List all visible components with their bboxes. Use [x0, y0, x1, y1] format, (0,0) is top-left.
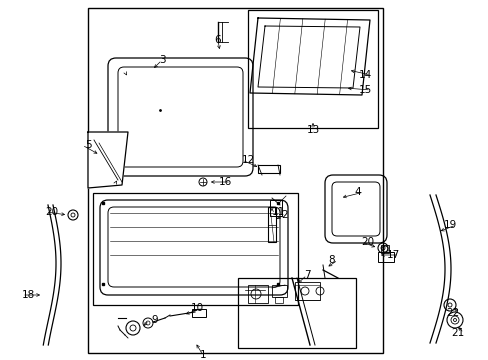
Bar — [380, 245, 388, 253]
Text: 22: 22 — [446, 308, 459, 318]
Text: 1: 1 — [199, 350, 206, 360]
Bar — [247, 285, 267, 303]
Text: 13: 13 — [306, 125, 319, 135]
Text: 11: 11 — [271, 207, 284, 217]
Text: 6: 6 — [214, 35, 221, 45]
Bar — [247, 10, 377, 128]
Bar — [120, 316, 158, 344]
Bar — [377, 252, 393, 262]
Text: 5: 5 — [84, 140, 91, 150]
Bar — [267, 207, 275, 242]
Text: 9: 9 — [151, 315, 158, 325]
Text: 15: 15 — [358, 85, 371, 95]
Text: 8: 8 — [328, 255, 335, 265]
Text: 4: 4 — [354, 187, 361, 197]
Bar — [93, 193, 297, 305]
Text: 21: 21 — [450, 328, 464, 338]
Text: 12: 12 — [241, 155, 254, 165]
Text: 14: 14 — [358, 70, 371, 80]
Text: 20: 20 — [45, 207, 59, 217]
Bar — [192, 309, 205, 317]
Bar — [238, 278, 355, 348]
Text: 3: 3 — [159, 55, 165, 65]
Bar — [271, 285, 286, 297]
Bar — [269, 200, 282, 216]
Text: 17: 17 — [386, 250, 399, 260]
Text: 19: 19 — [443, 220, 456, 230]
Text: 10: 10 — [190, 303, 203, 313]
Bar — [294, 282, 319, 300]
Text: 20: 20 — [361, 237, 374, 247]
Text: 2: 2 — [281, 210, 288, 220]
Bar — [88, 8, 382, 353]
Text: 18: 18 — [21, 290, 35, 300]
Text: 16: 16 — [218, 177, 231, 187]
Bar — [258, 165, 280, 173]
Bar — [274, 297, 283, 303]
Polygon shape — [88, 132, 128, 188]
Text: 7: 7 — [303, 270, 310, 280]
